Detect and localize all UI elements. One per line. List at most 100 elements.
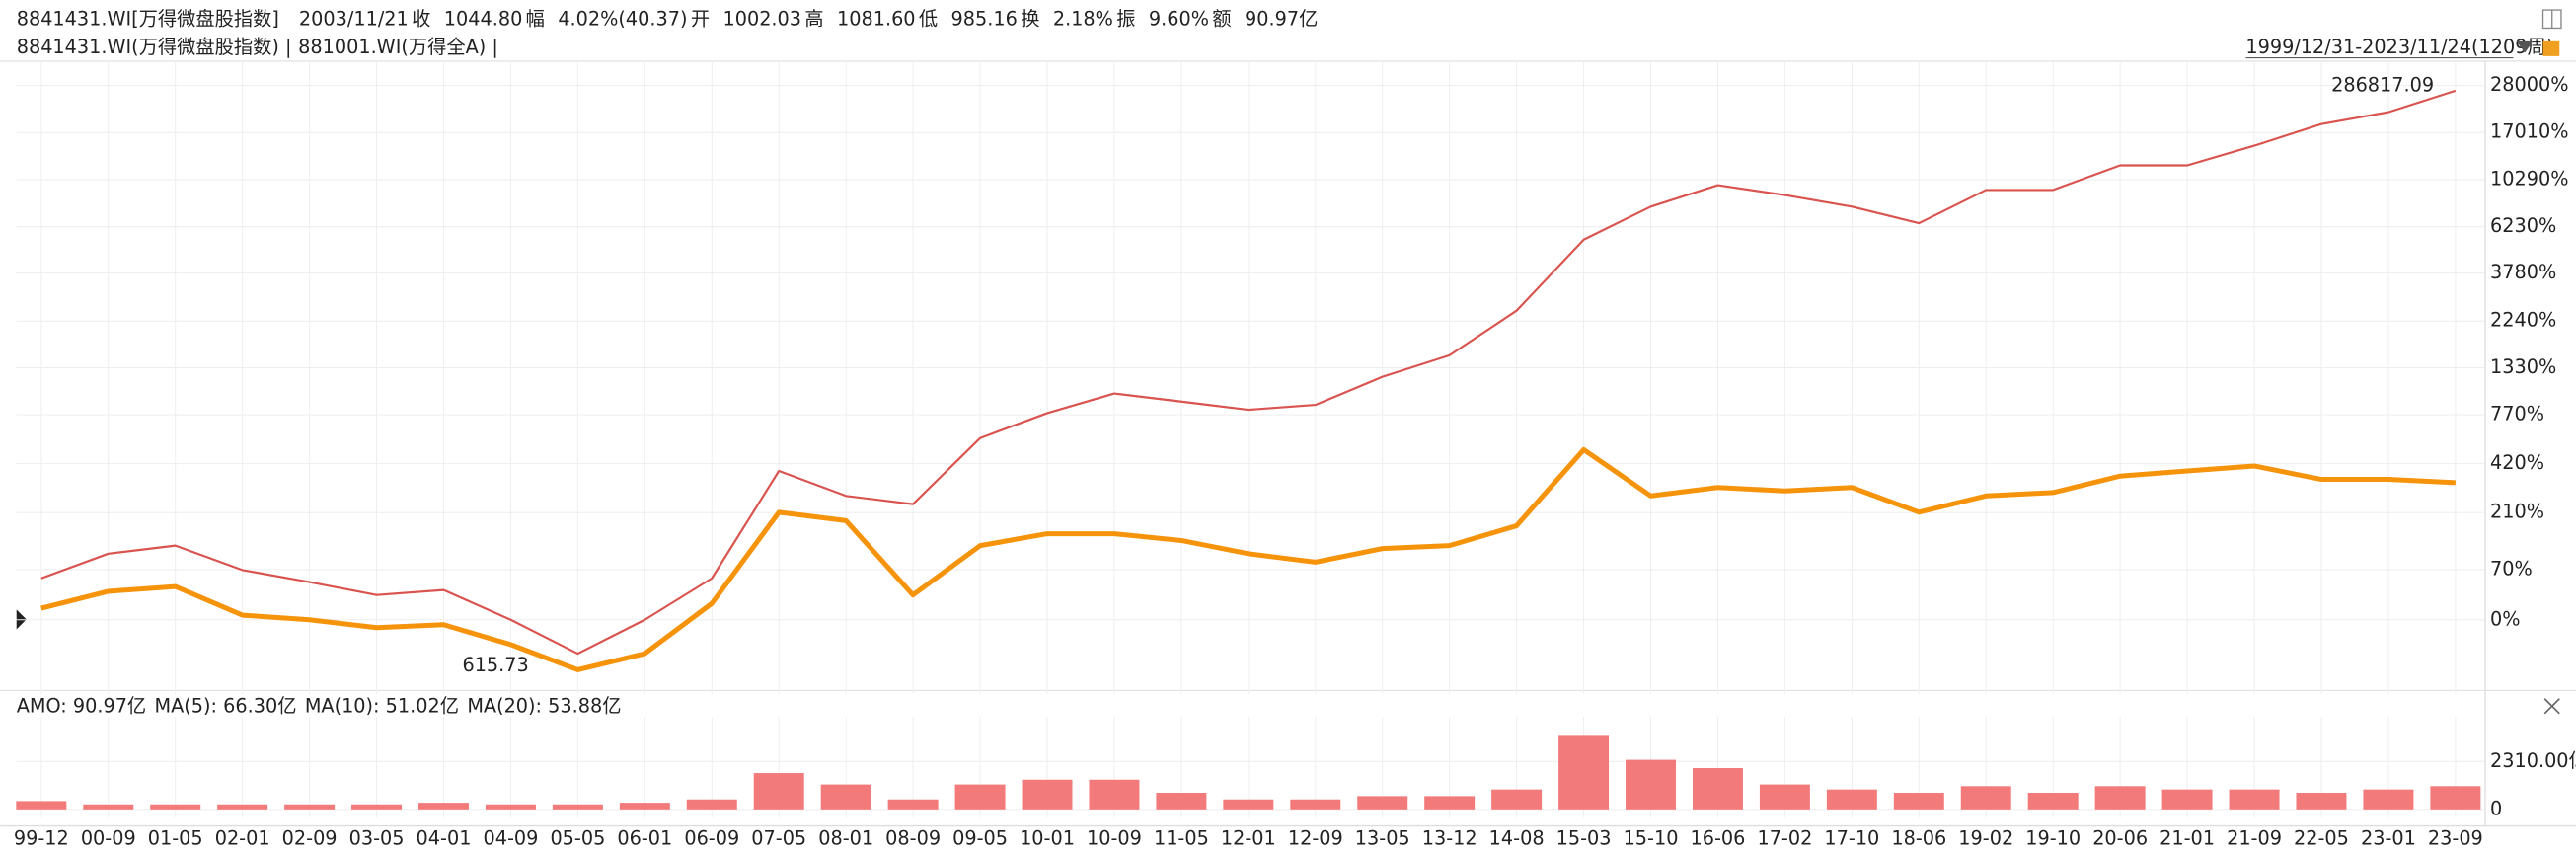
volume-bar <box>1960 786 2011 810</box>
x-tick-label: 19-02 <box>1958 826 2013 849</box>
volume-bar <box>83 804 134 810</box>
volume-bar <box>2161 789 2213 810</box>
annotation: 615.73 <box>462 654 528 676</box>
volume-bar <box>16 801 67 810</box>
legend-entry: AMO: 90.97亿 <box>17 695 146 718</box>
x-tick-label: 13-05 <box>1355 826 1410 849</box>
volume-bar <box>1893 793 1944 810</box>
quote-field: 2003/11/21 <box>299 8 409 31</box>
y-tick-label: 420% <box>2490 451 2544 474</box>
legend-entry: MA(5): 66.30亿 <box>155 695 297 718</box>
volume-bar <box>1089 779 1140 810</box>
x-tick-label: 07-05 <box>751 826 806 849</box>
x-tick-label: 23-01 <box>2361 826 2416 849</box>
quote-field: 4.02%(40.37) <box>558 8 687 31</box>
volume-bar <box>2027 793 2079 810</box>
y-tick-label: 3780% <box>2490 261 2556 283</box>
y-tick-label: 0 <box>2490 797 2502 819</box>
quote-field: 高 <box>804 8 823 31</box>
quote-field: 开 <box>691 8 710 31</box>
quote-field: 振 <box>1116 8 1135 31</box>
quote-field: 985.16 <box>951 8 1018 31</box>
quote-field: 1044.80 <box>444 8 523 31</box>
lock-icon[interactable] <box>2542 40 2560 56</box>
volume-bar <box>954 784 1006 810</box>
x-tick-label: 15-03 <box>1556 826 1612 849</box>
quote-field: 9.60% <box>1149 8 1209 31</box>
y-tick-label: 10290% <box>2490 168 2568 191</box>
quote-field: 收 <box>412 8 430 31</box>
volume-bar <box>820 784 871 810</box>
x-tick-label: 06-09 <box>684 826 739 849</box>
volume-bar <box>2229 789 2280 810</box>
volume-bar <box>619 803 670 810</box>
volume-bar <box>1692 768 1743 810</box>
quote-field: 8841431.WI[万得微盘股指数] <box>17 8 279 31</box>
x-tick-label: 04-09 <box>484 826 539 849</box>
close-icon[interactable] <box>2543 698 2560 715</box>
quote-field: 1081.60 <box>837 8 916 31</box>
volume-bar <box>2094 786 2146 810</box>
x-tick-label: 01-05 <box>148 826 203 849</box>
x-tick-label: 12-09 <box>1288 826 1343 849</box>
x-tick-label: 02-01 <box>215 826 270 849</box>
y-tick-label: 70% <box>2490 557 2533 580</box>
x-tick-label: 18-06 <box>1891 826 1946 849</box>
x-tick-label: 13-12 <box>1422 826 1477 849</box>
volume-bar <box>1491 789 1543 810</box>
y-tick-label: 210% <box>2490 501 2544 523</box>
y-tick-label: 1330% <box>2490 355 2556 378</box>
volume-bar <box>284 804 336 810</box>
legend-entry: MA(10): 51.02亿 <box>305 695 459 718</box>
quote-field: 2.18% <box>1053 8 1113 31</box>
volume-bar <box>1156 793 1207 810</box>
x-tick-label: 08-01 <box>818 826 873 849</box>
volume-bar <box>552 804 603 810</box>
volume-bar <box>150 804 201 810</box>
x-tick-label: 22-05 <box>2294 826 2349 849</box>
quote-field: 低 <box>919 8 938 31</box>
volume-bar <box>1022 779 1073 810</box>
x-tick-label: 19-10 <box>2025 826 2081 849</box>
date-range[interactable]: 1999/12/31-2023/11/24(1209周) <box>2245 36 2553 58</box>
volume-bar <box>1223 799 1274 810</box>
dropdown-arrow[interactable] <box>2516 40 2534 53</box>
volume-bar <box>1759 784 1810 810</box>
x-tick-label: 21-01 <box>2159 826 2215 849</box>
volume-bar <box>1558 735 1610 810</box>
volume-bar <box>351 804 403 810</box>
x-tick-label: 99-12 <box>14 826 69 849</box>
x-tick-label: 17-02 <box>1757 826 1812 849</box>
quote-field: 额 <box>1212 8 1231 31</box>
price-line <box>40 446 2456 672</box>
legend-entry: MA(20): 53.88亿 <box>467 695 621 718</box>
x-tick-label: 17-10 <box>1824 826 1879 849</box>
volume-bar <box>2296 793 2347 810</box>
x-tick-label: 06-01 <box>617 826 672 849</box>
volume-bar <box>1357 796 1408 810</box>
volume-bar <box>217 804 268 810</box>
quote-field: 换 <box>1021 8 1039 31</box>
volume-bar <box>1626 759 1676 810</box>
x-tick-label: 02-09 <box>282 826 338 849</box>
x-tick-label: 10-01 <box>1020 826 1075 849</box>
x-tick-label: 23-09 <box>2428 826 2483 849</box>
quote-field: 90.97亿 <box>1245 8 1318 31</box>
y-tick-label: 0% <box>2490 607 2521 630</box>
x-tick-label: 16-06 <box>1691 826 1746 849</box>
y-tick-label: 2240% <box>2490 309 2556 332</box>
y-tick-label: 2310.00亿 <box>2490 749 2576 772</box>
x-tick-label: 21-09 <box>2227 826 2282 849</box>
x-tick-label: 04-01 <box>417 826 472 849</box>
x-tick-label: 03-05 <box>349 826 405 849</box>
volume-bar <box>2363 789 2414 810</box>
y-tick-label: 28000% <box>2490 73 2568 96</box>
volume-bar <box>2430 786 2481 810</box>
y-tick-label: 770% <box>2490 403 2544 426</box>
y-tick-label: 6230% <box>2490 214 2556 237</box>
volume-bar <box>1290 799 1341 810</box>
x-tick-label: 00-09 <box>81 826 136 849</box>
y-tick-label: 17010% <box>2490 120 2568 143</box>
